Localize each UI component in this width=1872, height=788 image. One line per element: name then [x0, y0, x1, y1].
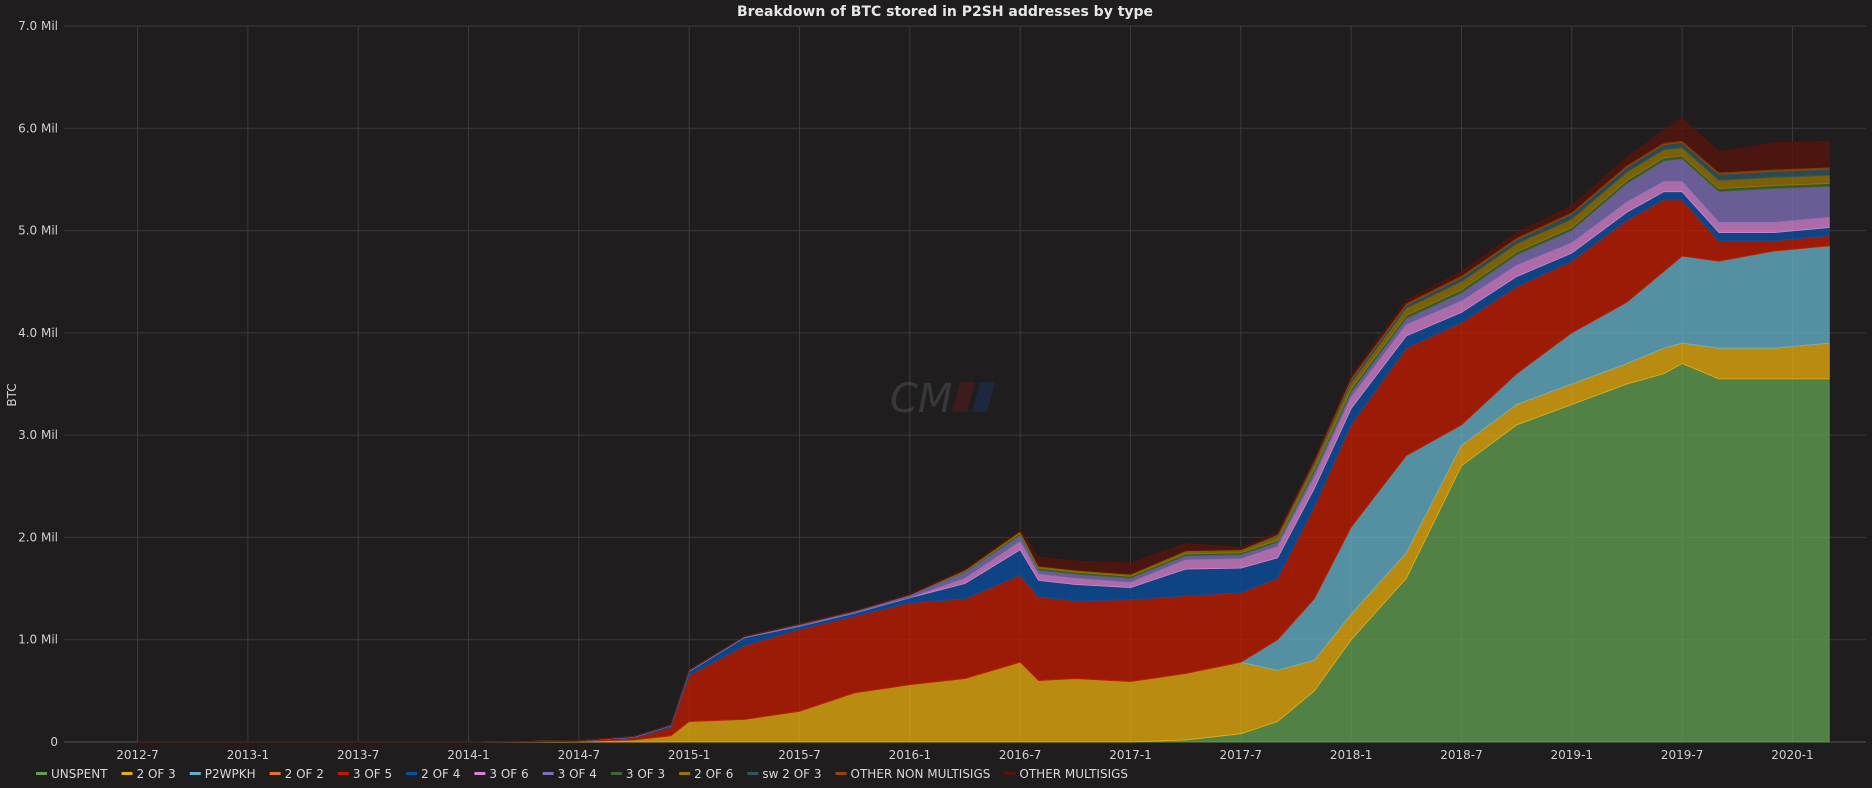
legend-label: 2 OF 6 — [694, 767, 733, 781]
legend-swatch — [610, 772, 622, 775]
x-tick-label: 2013-7 — [337, 748, 380, 762]
y-axis-title: BTC — [5, 383, 19, 406]
legend-swatch — [36, 772, 47, 775]
y-tick-label: 4.0 Mil — [18, 326, 58, 340]
legend-swatch — [542, 772, 554, 775]
y-tick-label: 2.0 Mil — [18, 530, 58, 544]
legend-swatch — [679, 772, 691, 775]
y-tick-label: 5.0 Mil — [18, 224, 58, 238]
legend-swatch — [474, 772, 486, 775]
y-tick-label: 0 — [50, 735, 58, 749]
legend-swatch — [406, 772, 418, 775]
x-tick-label: 2016-7 — [999, 748, 1042, 762]
legend-label: P2WPKH — [205, 767, 256, 781]
y-tick-label: 3.0 Mil — [18, 428, 58, 442]
legend-swatch — [337, 772, 349, 775]
legend-label: 3 OF 6 — [489, 767, 528, 781]
legend-label: 2 OF 3 — [137, 767, 176, 781]
x-tick-label: 2015-7 — [778, 748, 821, 762]
x-tick-label: 2012-7 — [116, 748, 159, 762]
y-tick-label: 1.0 Mil — [18, 633, 58, 647]
legend-label: UNSPENT — [51, 767, 108, 781]
x-tick-label: 2014-1 — [447, 748, 490, 762]
legend-label: 2 OF 4 — [421, 767, 460, 781]
legend-label: 3 OF 3 — [626, 767, 665, 781]
x-tick-label: 2016-1 — [889, 748, 932, 762]
legend-label: 3 OF 5 — [353, 767, 392, 781]
legend-swatch — [835, 772, 847, 775]
y-tick-label: 7.0 Mil — [18, 19, 58, 33]
x-tick-label: 2014-7 — [558, 748, 601, 762]
watermark-logo: CM — [890, 376, 995, 422]
legend-swatch — [747, 772, 759, 775]
watermark-mark-blue — [972, 382, 995, 412]
chart-title: Breakdown of BTC stored in P2SH addresse… — [737, 4, 1153, 20]
x-tick-label: 2018-7 — [1440, 748, 1483, 762]
x-tick-label: 2019-7 — [1661, 748, 1704, 762]
legend-label: 2 OF 2 — [285, 767, 324, 781]
x-tick-label: 2020-1 — [1771, 748, 1814, 762]
x-tick-label: 2018-1 — [1330, 748, 1373, 762]
y-tick-label: 6.0 Mil — [18, 121, 58, 135]
legend-label: sw 2 OF 3 — [762, 767, 821, 781]
legend-swatch — [1004, 772, 1016, 775]
watermark-mark-red — [952, 382, 975, 412]
y-axis: 0 1.0 Mil 2.0 Mil 3.0 Mil 4.0 Mil 5.0 Mil 6.0 … — [18, 19, 58, 749]
legend-label: 3 OF 4 — [558, 767, 597, 781]
legend-label: OTHER MULTISIGS — [1019, 767, 1128, 781]
x-tick-label: 2013-1 — [227, 748, 270, 762]
x-axis: 2012-7 2013-1 2013-7 2014-1 2014-7 2015-1 2015… — [64, 741, 1866, 762]
x-tick-label: 2017-1 — [1109, 748, 1152, 762]
legend-swatch — [269, 772, 281, 775]
x-tick-label: 2015-1 — [668, 748, 711, 762]
legend-label: OTHER NON MULTISIGS — [851, 767, 991, 781]
legend-swatch — [121, 772, 133, 775]
watermark-text: CM — [890, 376, 952, 422]
area-series-12 — [137, 117, 1830, 743]
x-tick-label: 2017-7 — [1220, 748, 1263, 762]
x-tick-label: 2019-1 — [1551, 748, 1594, 762]
legend: UNSPENT 2 OF 3 P2WPKH 2 OF 2 3 OF 5 2 OF 4 3 O… — [36, 767, 1128, 781]
legend-swatch — [189, 772, 201, 775]
stacked-areas — [137, 117, 1830, 743]
